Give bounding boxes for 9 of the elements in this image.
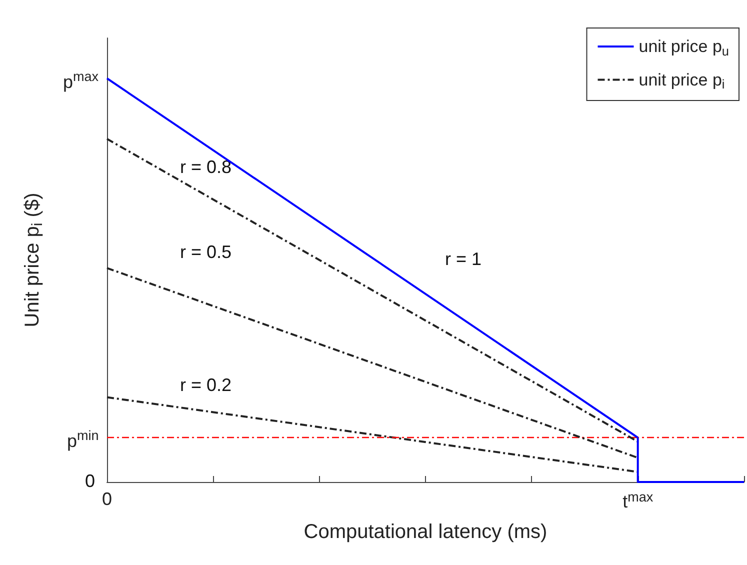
annotation: r = 1 <box>445 249 482 269</box>
x-axis-title: Computational latency (ms) <box>304 521 548 543</box>
text: 0 <box>85 471 96 491</box>
y-axis-title: Unit price pi ($) <box>22 192 46 328</box>
annotation: r = 0.8 <box>180 157 232 177</box>
annotation: r = 0.5 <box>180 242 232 262</box>
annotation: p$^{max}$ <box>63 68 99 92</box>
annotation: p$^{min}$ <box>67 428 99 452</box>
annotation: r = 0.2 <box>180 375 232 395</box>
